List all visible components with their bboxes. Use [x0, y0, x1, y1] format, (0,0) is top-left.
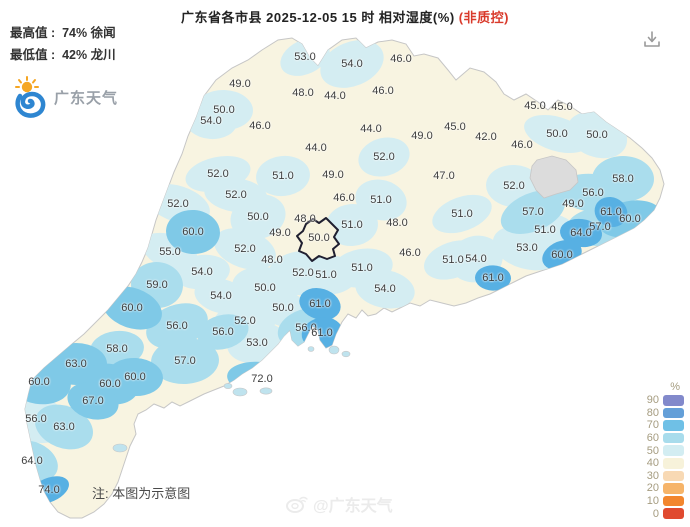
legend-color-swatch — [663, 495, 684, 507]
legend-row: 70 — [636, 419, 684, 432]
legend-row: 30 — [636, 470, 684, 483]
map-disclaimer-note: 注: 本图为示意图 — [92, 486, 191, 501]
max-value: 74% 徐闻 — [62, 26, 116, 40]
legend-tick-label: 50 — [646, 444, 659, 457]
legend-color-swatch — [663, 420, 684, 431]
legend-row: 40 — [636, 457, 684, 470]
legend-row: 80 — [636, 407, 684, 420]
max-label: 最高值 : — [10, 26, 56, 40]
region-fill-blob — [299, 288, 341, 320]
legend-color-swatch — [663, 470, 684, 482]
max-value-row: 最高值 : 74% 徐闻 — [10, 22, 116, 44]
download-icon — [644, 31, 660, 47]
gdweather-logo-icon — [15, 76, 46, 118]
legend-color-swatch — [663, 407, 684, 419]
legend-row: 20 — [636, 482, 684, 495]
legend-unit: % — [670, 381, 680, 393]
legend-tick-label: 40 — [646, 457, 659, 470]
legend-color-swatch — [663, 483, 684, 494]
region-fill-blob — [67, 382, 119, 420]
region-fill-blob — [475, 265, 511, 291]
quality-flag: (非质控) — [458, 10, 509, 25]
region-fill-blob — [326, 203, 378, 247]
min-label: 最低值 : — [10, 48, 56, 62]
legend-color-swatch — [663, 395, 684, 406]
min-value: 42% 龙川 — [62, 48, 116, 62]
legend-tick-label: 70 — [646, 419, 659, 432]
gdweather-logo: 广东天气 — [12, 76, 118, 118]
highlighted-region-outline[interactable] — [296, 217, 340, 262]
region-fill-blob — [230, 194, 286, 240]
region-fill-blob — [166, 209, 220, 255]
extreme-values-panel: 最高值 : 74% 徐闻 最低值 : 42% 龙川 — [10, 22, 116, 66]
region-fill-blob — [594, 196, 628, 228]
legend-color-swatch — [663, 432, 684, 444]
region-fill-blob — [355, 269, 415, 309]
legend-tick-label: 90 — [646, 394, 659, 407]
region-fill-blob — [256, 155, 310, 197]
weibo-watermark-text: @广东天气 — [313, 498, 393, 515]
legend-color-swatch — [663, 445, 684, 456]
legend-color-swatch — [663, 508, 684, 519]
title-text: 广东省各市县 2025-12-05 15 时 相对湿度(%) — [181, 10, 459, 25]
page-title: 广东省各市县 2025-12-05 15 时 相对湿度(%) (非质控) — [0, 7, 690, 26]
legend-rows: 90 80 70 60 50 40 30 20 10 0 — [636, 394, 684, 520]
region-fill-blob — [25, 359, 71, 405]
region-fill-blob — [197, 314, 249, 350]
legend-color-swatch — [663, 458, 684, 469]
legend-row: 10 — [636, 495, 684, 508]
min-value-row: 最低值 : 42% 龙川 — [10, 44, 116, 66]
region-fill-blob — [320, 40, 384, 88]
legend-row: 60 — [636, 432, 684, 445]
region-fill-blob — [432, 194, 492, 234]
legend-tick-label: 10 — [646, 495, 659, 508]
region-fill-blob — [214, 228, 276, 270]
island-shapes — [112, 345, 351, 453]
legend-row: 50 — [636, 444, 684, 457]
region-fill-blob — [358, 137, 410, 177]
region-fill-blob — [151, 337, 219, 385]
region-fill-blob — [294, 254, 358, 296]
humidity-legend: % 90 80 70 60 50 40 30 20 10 0 — [636, 381, 684, 520]
weibo-watermark: @广东天气 — [286, 492, 393, 516]
legend-tick-label: 30 — [646, 469, 659, 482]
save-image-button[interactable] — [641, 29, 663, 51]
no-data-region — [529, 155, 579, 199]
legend-tick-label: 0 — [652, 507, 659, 520]
region-fill-blob — [34, 404, 94, 450]
gdweather-logo-text: 广东天气 — [54, 89, 119, 107]
legend-row: 90 — [636, 394, 684, 407]
legend-tick-label: 60 — [646, 432, 659, 445]
region-fill-blob — [559, 218, 603, 248]
region-fill-blob — [500, 190, 566, 234]
legend-tick-label: 20 — [646, 482, 659, 495]
legend-row: 0 — [636, 507, 684, 520]
legend-tick-label: 80 — [646, 406, 659, 419]
weibo-icon — [286, 496, 308, 513]
